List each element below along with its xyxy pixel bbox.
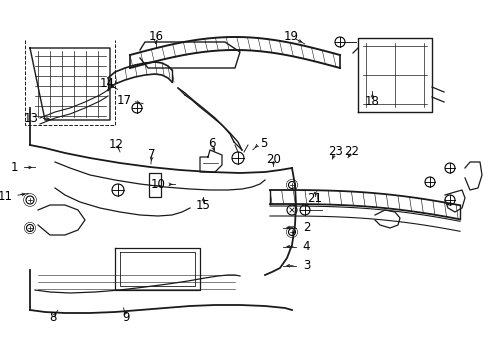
Text: 9: 9: [122, 311, 130, 324]
Text: 4: 4: [303, 240, 310, 253]
Text: 15: 15: [196, 199, 211, 212]
Text: 20: 20: [266, 153, 281, 166]
Text: 6: 6: [208, 137, 216, 150]
Text: 11: 11: [0, 190, 12, 203]
Text: 22: 22: [344, 145, 359, 158]
Text: 7: 7: [148, 148, 156, 161]
Text: 23: 23: [328, 145, 343, 158]
Text: 17: 17: [116, 94, 131, 107]
Text: 12: 12: [109, 138, 124, 150]
Text: 2: 2: [303, 221, 310, 234]
Text: 13: 13: [24, 112, 38, 125]
Text: 19: 19: [284, 30, 299, 43]
Text: 10: 10: [151, 178, 166, 191]
Text: 1: 1: [11, 161, 19, 174]
Text: 16: 16: [148, 30, 163, 43]
Text: 21: 21: [307, 192, 322, 205]
Text: 8: 8: [49, 311, 57, 324]
Text: 3: 3: [303, 259, 310, 272]
Text: 18: 18: [365, 95, 380, 108]
Text: 14: 14: [99, 77, 114, 90]
Text: 5: 5: [260, 137, 267, 150]
Bar: [149, 173, 161, 197]
